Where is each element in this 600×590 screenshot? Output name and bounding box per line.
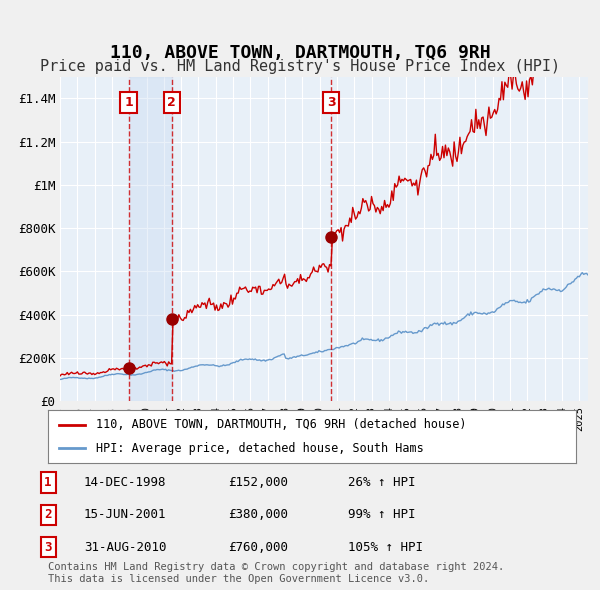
- Text: 14-DEC-1998: 14-DEC-1998: [84, 476, 167, 489]
- Text: 26% ↑ HPI: 26% ↑ HPI: [348, 476, 415, 489]
- Text: 105% ↑ HPI: 105% ↑ HPI: [348, 540, 423, 554]
- Text: Price paid vs. HM Land Registry's House Price Index (HPI): Price paid vs. HM Land Registry's House …: [40, 59, 560, 74]
- Text: £152,000: £152,000: [228, 476, 288, 489]
- Text: 110, ABOVE TOWN, DARTMOUTH, TQ6 9RH (detached house): 110, ABOVE TOWN, DARTMOUTH, TQ6 9RH (det…: [95, 418, 466, 431]
- Text: £380,000: £380,000: [228, 508, 288, 522]
- Text: £760,000: £760,000: [228, 540, 288, 554]
- Text: 110, ABOVE TOWN, DARTMOUTH, TQ6 9RH: 110, ABOVE TOWN, DARTMOUTH, TQ6 9RH: [110, 44, 490, 62]
- Text: 3: 3: [327, 96, 335, 109]
- Text: HPI: Average price, detached house, South Hams: HPI: Average price, detached house, Sout…: [95, 442, 423, 455]
- Text: Contains HM Land Registry data © Crown copyright and database right 2024.
This d: Contains HM Land Registry data © Crown c…: [48, 562, 504, 584]
- Text: 31-AUG-2010: 31-AUG-2010: [84, 540, 167, 554]
- Text: 1: 1: [124, 96, 133, 109]
- Bar: [128, 77, 172, 401]
- Text: 3: 3: [44, 540, 52, 554]
- Text: 2: 2: [44, 508, 52, 522]
- Text: 99% ↑ HPI: 99% ↑ HPI: [348, 508, 415, 522]
- Text: 1: 1: [44, 476, 52, 489]
- Text: 2: 2: [167, 96, 176, 109]
- Text: 15-JUN-2001: 15-JUN-2001: [84, 508, 167, 522]
